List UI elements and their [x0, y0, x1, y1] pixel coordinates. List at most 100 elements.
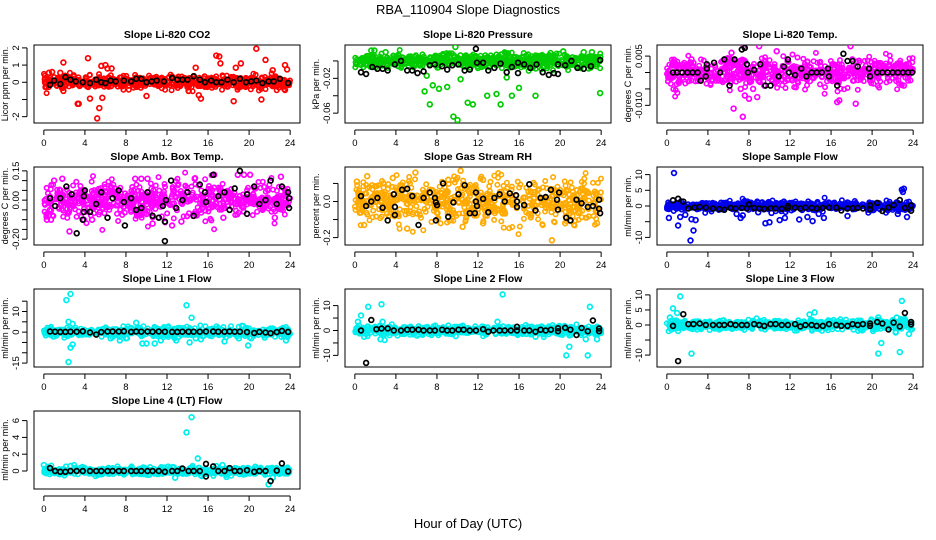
- outlier-point: [45, 69, 53, 77]
- black-series-point: [866, 205, 874, 213]
- data-point: [406, 180, 413, 187]
- outlier-point: [741, 92, 749, 99]
- data-point: [252, 71, 259, 78]
- black-series-point: [109, 194, 116, 202]
- data-point: [387, 57, 394, 64]
- black-series-point: [209, 171, 217, 179]
- black-series-point: [127, 78, 135, 85]
- data-point: [854, 86, 861, 93]
- y-tick-label: 2: [11, 45, 22, 50]
- data-point: [437, 220, 444, 227]
- data-point: [505, 50, 512, 57]
- outlier-point: [283, 66, 291, 73]
- black-series-point: [201, 79, 209, 86]
- black-series-point: [506, 190, 514, 197]
- data-point: [433, 209, 440, 216]
- data-point: [242, 197, 249, 204]
- data-point: [264, 186, 271, 193]
- black-series-point: [513, 198, 521, 205]
- panel-4: Slope Amb. Box Temp.0 4 8 12 16 20 24-0.200.00…: [0, 151, 301, 271]
- black-series-point: [908, 69, 916, 76]
- data-point: [591, 55, 598, 62]
- y-axis-label: ml/min per min.: [623, 175, 633, 237]
- black-series-point: [138, 204, 145, 212]
- y-tick-label: -0.2: [322, 229, 333, 245]
- black-series-point: [901, 204, 909, 212]
- data-point: [444, 53, 451, 60]
- black-series-point: [513, 203, 521, 211]
- data-point: [860, 69, 867, 76]
- data-point: [164, 210, 171, 217]
- black-series-point: [438, 62, 446, 70]
- black-series-point: [833, 82, 841, 89]
- y-tick-label: -0.02: [322, 68, 333, 90]
- black-series-point: [703, 61, 711, 68]
- data-point: [144, 223, 151, 230]
- data-point: [750, 60, 757, 67]
- black-series-point: [526, 181, 533, 188]
- data-point: [810, 74, 817, 81]
- data-point: [517, 181, 524, 188]
- data-point: [592, 191, 599, 198]
- outlier-point: [96, 104, 103, 112]
- outlier-point: [429, 82, 437, 89]
- data-point: [115, 218, 122, 225]
- data-point: [560, 192, 567, 199]
- black-series-point: [818, 69, 826, 76]
- y-axis: -0.200.000.15: [11, 162, 28, 250]
- data-point: [456, 210, 463, 217]
- data-point: [182, 182, 189, 189]
- data-point: [276, 192, 283, 199]
- x-tick-label: 12: [785, 260, 796, 271]
- data-point: [101, 183, 108, 190]
- black-series-point: [368, 198, 375, 205]
- data-point: [531, 181, 538, 188]
- x-tick-label: 8: [434, 138, 439, 149]
- black-series-point: [276, 75, 284, 83]
- data-point: [389, 183, 396, 190]
- black-series-point: [873, 199, 881, 207]
- data-point: [43, 213, 50, 220]
- data-point: [180, 213, 187, 220]
- data-point: [743, 80, 750, 87]
- black-series-point: [384, 67, 391, 74]
- data-point: [685, 52, 692, 59]
- black-series-point: [726, 82, 733, 89]
- x-tick-label: 4: [393, 138, 398, 149]
- outlier-point: [749, 85, 757, 93]
- data-point: [494, 174, 501, 181]
- data-point: [582, 170, 589, 177]
- data-point: [671, 56, 678, 63]
- data-point: [63, 186, 70, 193]
- outlier-point: [421, 88, 428, 95]
- black-series-point: [202, 198, 210, 206]
- data-point: [457, 52, 464, 59]
- y-tick-label: 0.0: [322, 195, 333, 208]
- data-point: [463, 56, 470, 63]
- x-tick-label: 24: [285, 138, 296, 149]
- data-point: [821, 194, 828, 201]
- y-axis: -0.2 0.0: [322, 182, 339, 246]
- data-point: [688, 77, 695, 84]
- panel-title: Slope Line 1 Flow: [123, 273, 213, 285]
- black-series-point: [379, 204, 386, 212]
- data-point: [443, 219, 450, 226]
- black-series-point: [491, 194, 498, 202]
- black-series-point: [532, 207, 539, 214]
- x-axis: 0 4 8 12 16 20 24: [352, 129, 606, 149]
- data-point: [794, 54, 801, 61]
- x-axis: 0 4 8 12 16 20 24: [41, 129, 296, 149]
- black-series-point: [568, 57, 575, 65]
- outlier-point: [86, 95, 94, 102]
- data-point: [66, 83, 73, 90]
- data-point: [696, 62, 703, 69]
- black-series-point: [455, 61, 462, 68]
- data-point: [506, 225, 513, 232]
- black-series-point: [79, 216, 87, 223]
- data-point: [278, 206, 285, 213]
- data-point: [877, 78, 884, 85]
- data-point: [700, 57, 707, 64]
